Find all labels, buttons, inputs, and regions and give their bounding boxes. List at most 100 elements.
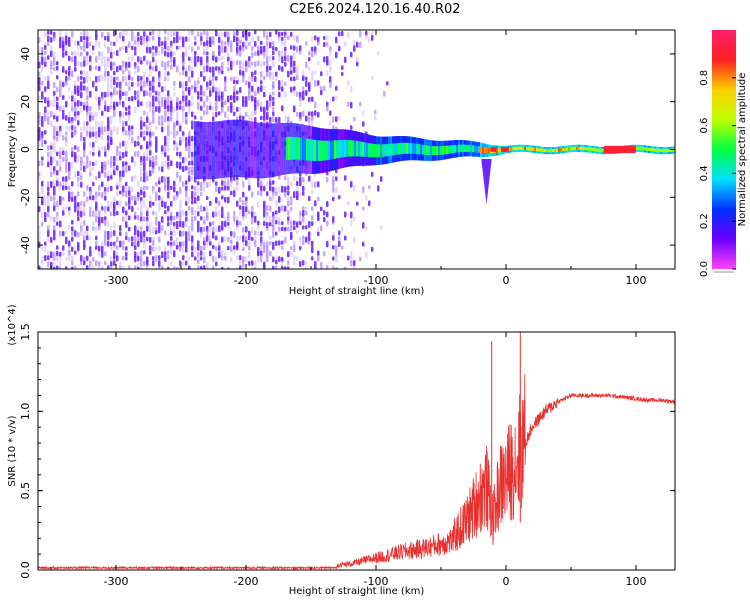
noise-cell xyxy=(143,110,146,115)
noise-cell xyxy=(374,115,377,121)
colorbar-tick-label: 0.0 xyxy=(699,261,710,277)
noise-cell xyxy=(239,235,242,241)
noise-cell xyxy=(194,196,197,204)
noise-cell xyxy=(194,210,197,215)
noise-cell xyxy=(323,41,326,47)
noise-cell xyxy=(293,245,296,253)
noise-cell xyxy=(329,81,332,88)
noise-cell xyxy=(83,70,86,77)
noise-cell xyxy=(161,166,164,173)
noise-cell xyxy=(296,256,299,262)
noise-cell xyxy=(209,200,212,206)
noise-cell xyxy=(197,31,200,37)
noise-cell xyxy=(155,60,158,66)
noise-cell xyxy=(203,206,206,212)
noise-cell xyxy=(59,146,62,152)
noise-cell xyxy=(140,265,143,269)
noise-cell xyxy=(122,265,125,269)
noise-cell xyxy=(107,160,110,165)
noise-cell xyxy=(251,76,254,82)
noise-cell xyxy=(203,245,206,251)
noise-cell xyxy=(212,116,215,122)
noise-cell xyxy=(152,240,155,246)
noise-cell xyxy=(242,100,245,107)
noise-cell xyxy=(332,116,335,123)
noise-cell xyxy=(200,216,203,221)
noise-cell xyxy=(134,200,137,206)
noise-cell xyxy=(104,210,107,216)
noise-cell xyxy=(77,51,80,56)
noise-cell xyxy=(59,186,62,192)
noise-cell xyxy=(110,226,113,231)
noise-cell xyxy=(281,185,284,193)
noise-cell xyxy=(53,125,56,132)
noise-cell xyxy=(224,196,227,203)
noise-cell xyxy=(77,110,80,116)
noise-cell xyxy=(305,90,308,96)
noise-cell xyxy=(245,196,248,201)
noise-cell xyxy=(116,245,119,250)
band-core xyxy=(406,142,409,154)
band-core xyxy=(364,142,367,157)
spectrogram-x-tick-label: -200 xyxy=(234,274,259,287)
noise-cell xyxy=(149,160,152,168)
noise-cell xyxy=(326,240,329,248)
noise-cell xyxy=(182,221,185,228)
noise-cell xyxy=(239,65,242,70)
noise-cell xyxy=(215,30,218,37)
noise-cell xyxy=(83,136,86,142)
band-core xyxy=(646,147,649,151)
noise-cell xyxy=(275,71,278,77)
noise-cell xyxy=(128,96,131,102)
noise-cell xyxy=(290,250,293,257)
noise-cell xyxy=(230,180,233,188)
noise-cell xyxy=(62,95,65,100)
noise-cell xyxy=(248,96,251,101)
noise-cell xyxy=(203,180,206,186)
noise-cell xyxy=(338,31,341,37)
band-column xyxy=(228,119,231,178)
noise-cell xyxy=(260,101,263,107)
noise-cell xyxy=(299,245,302,251)
noise-cell xyxy=(152,190,155,195)
noise-cell xyxy=(233,250,236,256)
noise-cell xyxy=(107,85,110,92)
noise-cell xyxy=(197,85,200,90)
noise-cell xyxy=(146,175,149,182)
noise-cell xyxy=(173,221,176,227)
noise-cell xyxy=(83,105,86,111)
noise-cell xyxy=(305,225,308,230)
noise-cell xyxy=(137,65,140,73)
noise-cell xyxy=(146,225,149,232)
noise-cell xyxy=(323,85,326,92)
noise-cell xyxy=(176,105,179,111)
noise-cell xyxy=(164,36,167,42)
noise-cell xyxy=(125,215,128,221)
noise-cell xyxy=(311,70,314,78)
noise-cell xyxy=(176,116,179,122)
noise-cell xyxy=(80,101,83,107)
noise-cell xyxy=(314,70,317,75)
noise-cell xyxy=(209,66,212,73)
noise-cell xyxy=(95,245,98,250)
noise-cell xyxy=(188,45,191,50)
band-column xyxy=(278,123,281,176)
noise-cell xyxy=(164,210,167,215)
noise-cell xyxy=(233,215,236,223)
noise-cell xyxy=(218,111,221,116)
noise-cell xyxy=(368,185,371,190)
noise-cell xyxy=(77,90,80,97)
noise-cell xyxy=(155,220,158,226)
noise-cell xyxy=(254,240,257,248)
noise-cell xyxy=(59,166,62,172)
noise-cell xyxy=(104,240,107,246)
noise-cell xyxy=(320,71,323,77)
noise-cell xyxy=(236,235,239,241)
band-core xyxy=(482,146,485,154)
noise-cell xyxy=(95,240,98,246)
noise-cell xyxy=(239,70,242,76)
noise-cell xyxy=(191,195,194,200)
noise-cell xyxy=(86,30,89,38)
noise-cell xyxy=(155,141,158,147)
